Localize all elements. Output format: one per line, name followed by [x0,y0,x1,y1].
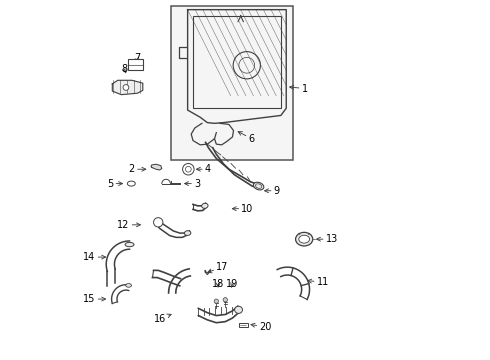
Text: 3: 3 [185,179,200,189]
Text: 12: 12 [117,220,141,230]
Ellipse shape [299,235,310,243]
Polygon shape [112,80,143,95]
Ellipse shape [127,181,135,186]
Text: 1: 1 [290,84,308,94]
Bar [172,6,294,160]
Text: 11: 11 [308,277,329,287]
Text: 17: 17 [208,262,229,273]
Text: 15: 15 [83,294,106,304]
Text: 7: 7 [134,53,141,63]
Text: 14: 14 [83,252,106,262]
Circle shape [183,163,194,175]
Text: 5: 5 [107,179,122,189]
Circle shape [223,298,227,302]
Text: 13: 13 [317,234,338,244]
Text: 20: 20 [251,322,272,332]
Ellipse shape [295,232,313,246]
Circle shape [214,299,219,303]
Text: 19: 19 [226,279,239,289]
Ellipse shape [184,231,191,235]
Ellipse shape [126,284,131,287]
Ellipse shape [235,306,243,314]
Text: 10: 10 [232,204,254,214]
Circle shape [153,218,163,227]
Bar [239,323,247,327]
Text: 4: 4 [196,164,211,174]
Text: 8: 8 [121,64,127,74]
Text: 18: 18 [212,279,224,289]
Text: 6: 6 [238,132,255,144]
Circle shape [123,85,129,90]
Ellipse shape [253,182,264,190]
Ellipse shape [125,242,134,247]
Text: 2: 2 [129,164,146,174]
Polygon shape [151,164,162,170]
Text: 9: 9 [265,186,280,196]
Bar [193,16,281,108]
Ellipse shape [201,203,208,208]
Text: 16: 16 [154,314,171,324]
Bar [128,59,143,69]
